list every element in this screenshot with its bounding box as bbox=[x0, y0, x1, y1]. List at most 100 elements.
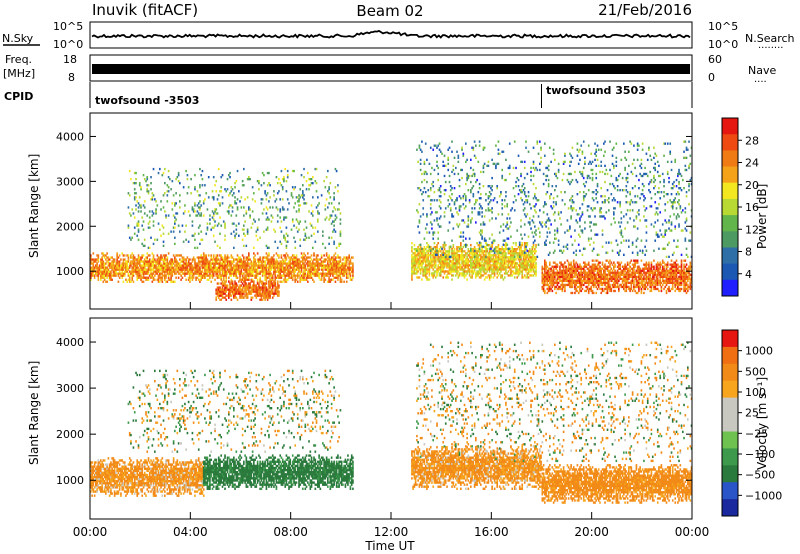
range-gate-cell bbox=[107, 274, 110, 277]
range-gate-cell bbox=[285, 256, 288, 259]
range-gate-cell bbox=[167, 266, 170, 269]
range-gate-cell bbox=[253, 258, 255, 261]
range-gate-cell bbox=[145, 256, 147, 259]
range-gate-cell bbox=[510, 274, 512, 277]
range-gate-cell bbox=[476, 254, 478, 257]
range-gate-cell bbox=[121, 262, 124, 265]
range-gate-cell bbox=[207, 278, 210, 281]
range-gate-cell bbox=[419, 250, 422, 253]
range-gate-cell bbox=[589, 281, 591, 285]
range-gate-cell bbox=[103, 262, 106, 265]
range-gate-cell bbox=[471, 264, 473, 267]
range-gate-cell bbox=[470, 270, 472, 273]
range-gate-cell bbox=[674, 261, 677, 264]
range-gate-cell bbox=[263, 296, 265, 299]
range-gate-cell bbox=[545, 275, 547, 279]
range-gate-cell bbox=[224, 260, 226, 263]
range-gate-cell bbox=[586, 287, 589, 291]
range-gate-cell bbox=[100, 264, 102, 267]
range-gate-cell bbox=[505, 252, 507, 255]
range-gate-cell bbox=[525, 270, 527, 273]
range-gate-cell bbox=[512, 250, 515, 253]
range-gate-cell bbox=[191, 276, 194, 279]
range-gate-cell bbox=[671, 275, 674, 279]
range-gate-cell bbox=[121, 252, 124, 255]
range-gate-cell bbox=[515, 268, 517, 271]
range-gate-cell bbox=[439, 258, 442, 261]
range-gate-cell bbox=[653, 259, 655, 262]
range-gate-cell bbox=[307, 262, 309, 265]
range-gate-cell bbox=[414, 258, 417, 261]
range-gate-cell bbox=[670, 267, 673, 270]
range-gate-cell bbox=[258, 286, 260, 289]
range-gate-cell bbox=[160, 264, 162, 267]
range-gate-cell bbox=[304, 264, 307, 267]
range-gate-cell bbox=[332, 262, 334, 265]
range-gate-cell bbox=[296, 264, 299, 267]
range-gate-cell bbox=[554, 273, 556, 276]
range-gate-cell bbox=[238, 270, 240, 273]
range-gate-cell bbox=[256, 286, 259, 289]
range-gate-cell bbox=[182, 264, 185, 267]
range-gate-cell bbox=[542, 273, 545, 276]
range-gate-cell bbox=[349, 266, 352, 269]
range-gate-cell bbox=[684, 279, 687, 283]
range-gate-cell bbox=[418, 244, 421, 247]
range-gate-cell bbox=[243, 278, 245, 281]
range-gate-cell bbox=[132, 270, 135, 273]
range-gate-cell bbox=[137, 228, 140, 231]
range-gate-cell bbox=[418, 276, 421, 279]
range-gate-cell bbox=[261, 288, 264, 291]
range-gate-cell bbox=[530, 264, 532, 267]
range-gate-cell bbox=[565, 275, 567, 279]
range-gate-cell bbox=[650, 269, 653, 272]
range-gate-cell bbox=[312, 272, 314, 275]
range-gate-cell bbox=[142, 272, 145, 275]
range-gate-cell bbox=[503, 268, 506, 271]
range-gate-cell bbox=[562, 269, 565, 272]
range-gate-cell bbox=[458, 246, 461, 249]
range-gate-cell bbox=[244, 282, 246, 285]
range-gate-cell bbox=[236, 254, 239, 257]
range-gate-cell bbox=[460, 256, 462, 259]
range-gate-cell bbox=[497, 268, 500, 271]
range-gate-cell bbox=[510, 272, 512, 275]
range-gate-cell bbox=[212, 254, 215, 257]
range-gate-cell bbox=[675, 281, 678, 285]
range-gate-cell bbox=[283, 262, 285, 265]
range-gate-cell bbox=[611, 283, 614, 287]
range-gate-cell bbox=[417, 250, 419, 253]
range-gate-cell bbox=[426, 264, 428, 267]
range-gate-cell bbox=[275, 260, 278, 263]
range-gate-cell bbox=[260, 260, 263, 263]
range-gate-cell bbox=[438, 258, 441, 261]
range-gate-cell bbox=[215, 292, 218, 295]
range-gate-cell bbox=[151, 196, 154, 199]
range-gate-cell bbox=[411, 256, 413, 259]
range-gate-cell bbox=[307, 256, 309, 259]
range-gate-cell bbox=[217, 292, 220, 295]
range-gate-cell bbox=[687, 279, 689, 283]
range-gate-cell bbox=[254, 274, 256, 277]
range-gate-cell bbox=[288, 268, 290, 271]
range-gate-cell bbox=[577, 275, 580, 279]
range-gate-cell bbox=[613, 285, 615, 289]
range-gate-cell bbox=[127, 192, 130, 195]
range-gate-cell bbox=[169, 262, 171, 265]
range-gate-cell bbox=[230, 268, 233, 271]
range-gate-cell bbox=[299, 264, 302, 267]
range-gate-cell bbox=[122, 258, 125, 261]
range-gate-cell bbox=[133, 256, 136, 259]
range-gate-cell bbox=[596, 279, 599, 283]
range-gate-cell bbox=[631, 269, 634, 272]
range-gate-cell bbox=[546, 271, 549, 274]
range-gate-cell bbox=[229, 272, 231, 275]
range-gate-cell bbox=[309, 260, 312, 263]
range-gate-cell bbox=[655, 287, 658, 291]
range-gate-cell bbox=[650, 289, 653, 293]
range-gate-cell bbox=[320, 274, 323, 277]
range-gate-cell bbox=[485, 246, 487, 249]
range-gate-cell bbox=[105, 254, 107, 257]
range-gate-cell bbox=[490, 246, 492, 249]
range-gate-cell bbox=[531, 254, 534, 257]
